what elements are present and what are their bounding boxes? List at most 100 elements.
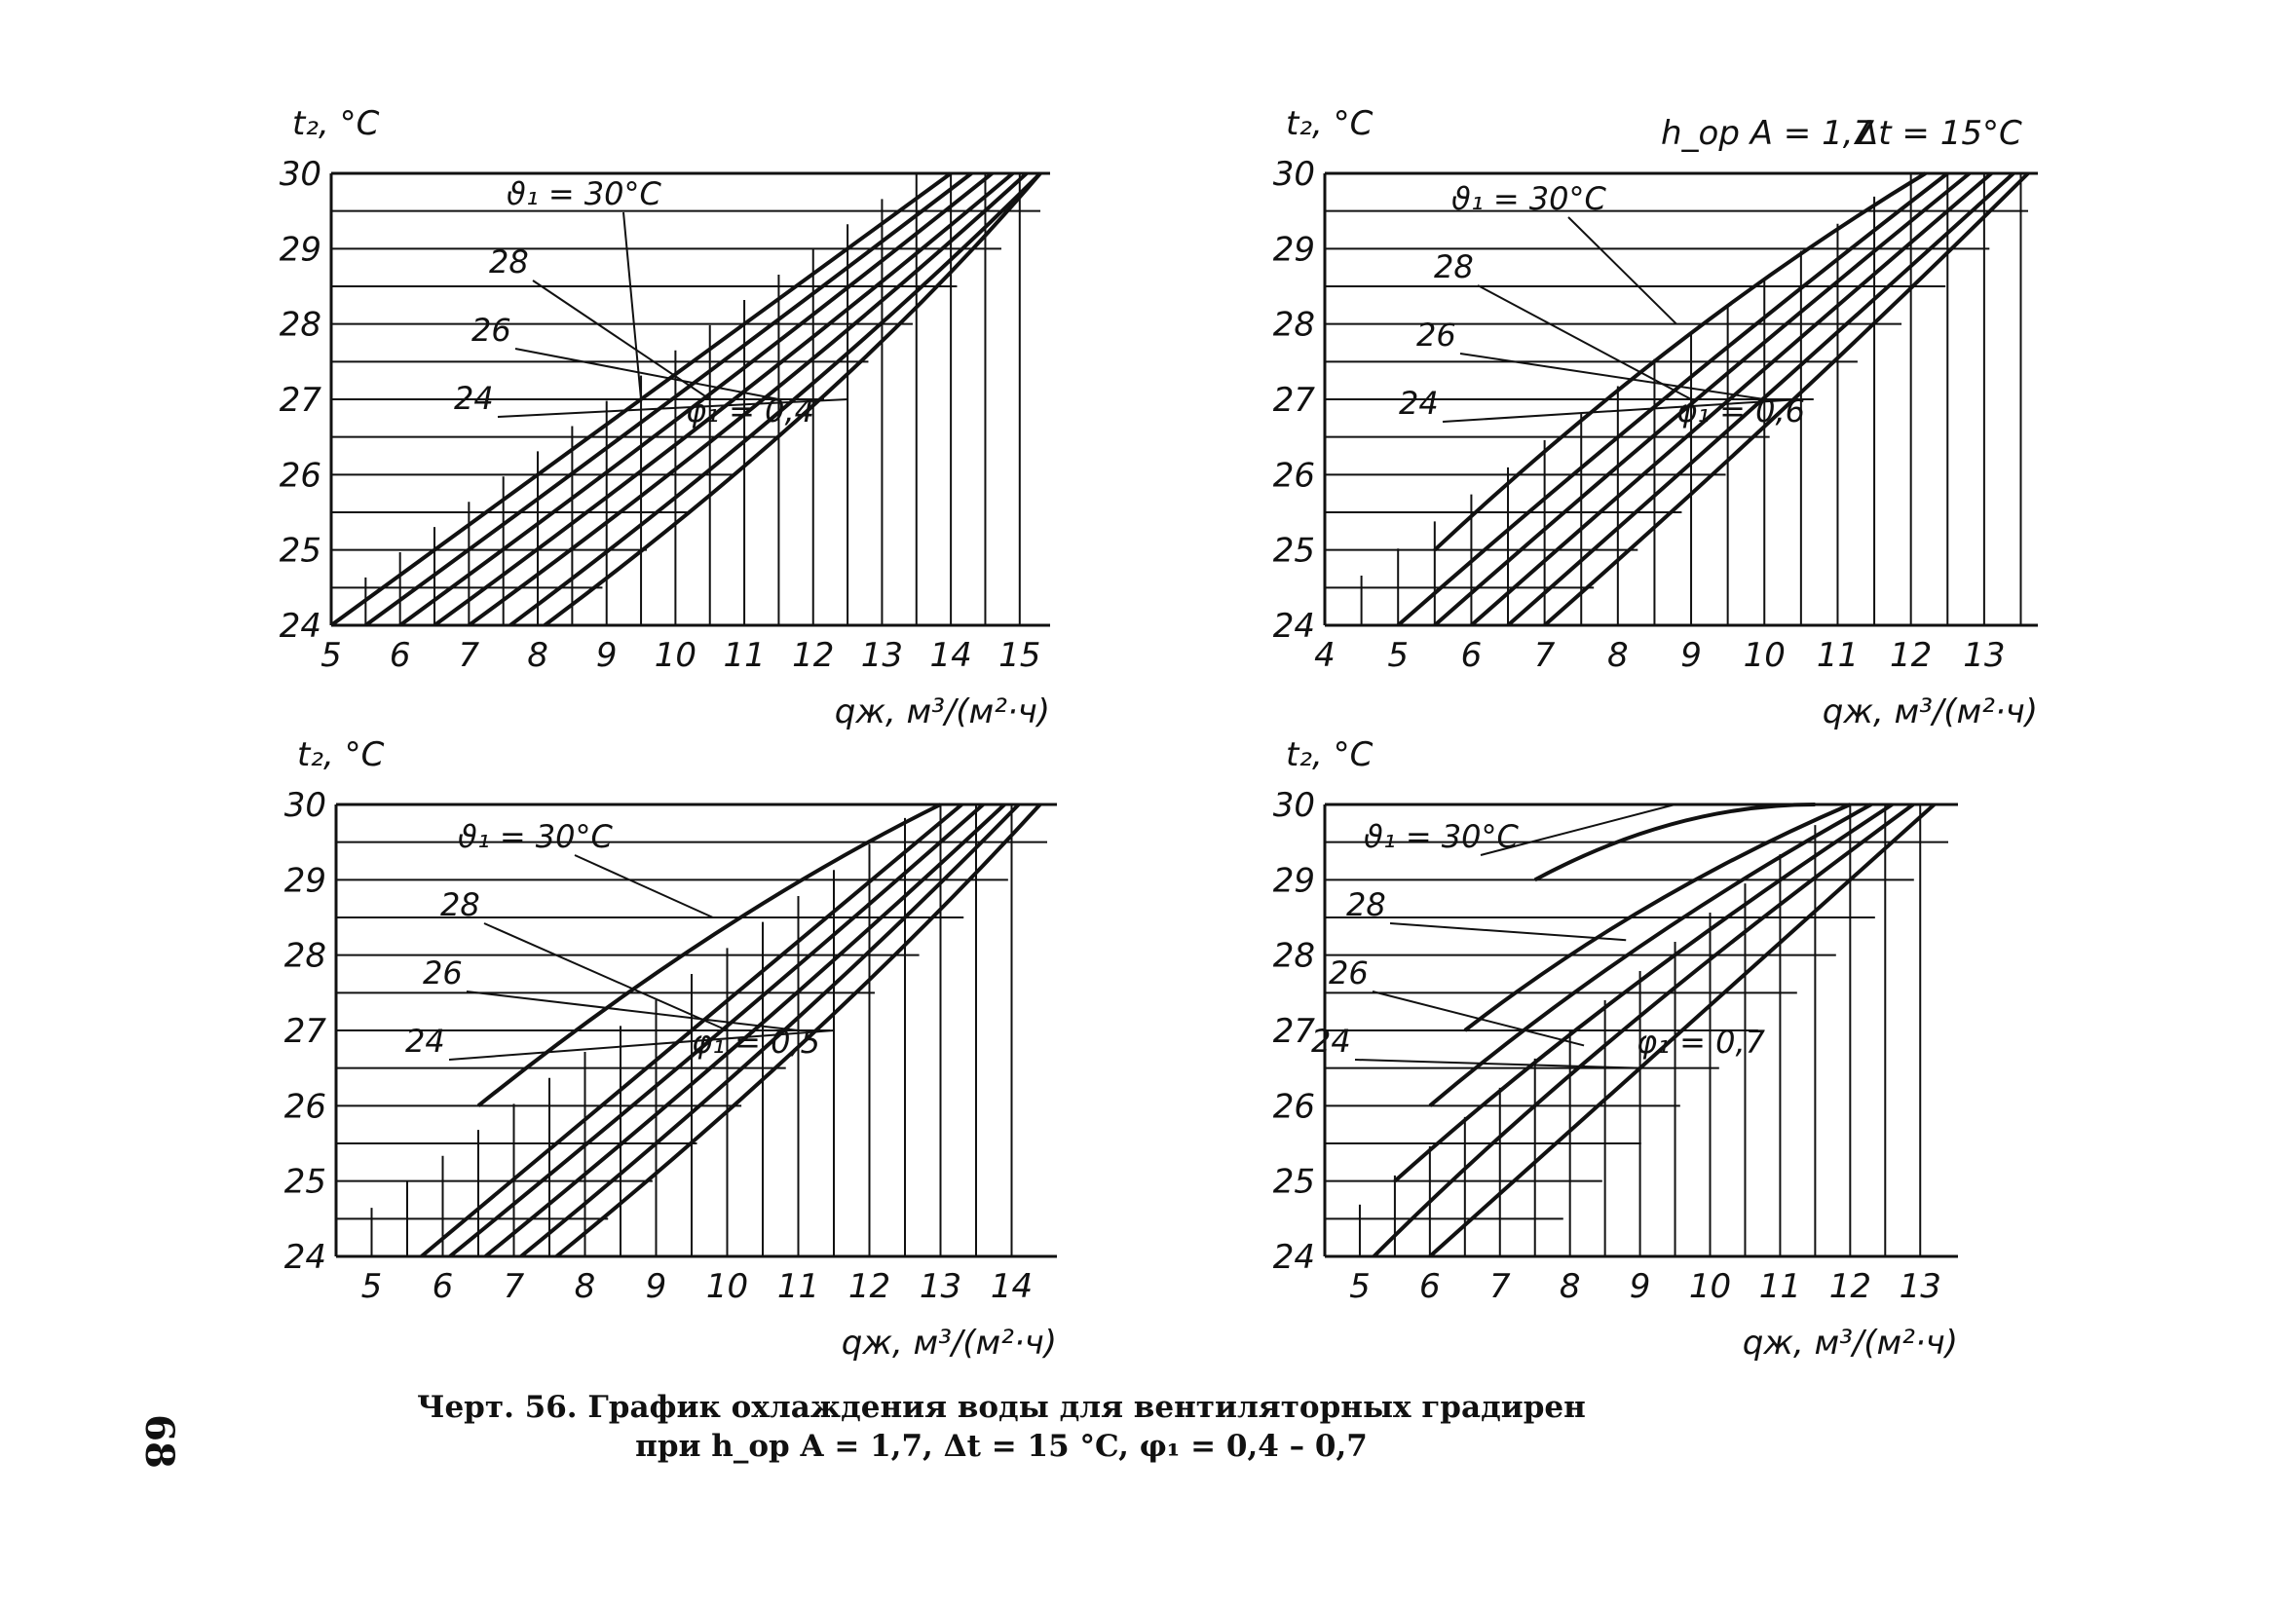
series-label: 28 [440, 886, 480, 923]
series-line [508, 171, 1042, 627]
series-group [420, 803, 1042, 1258]
x-axis-label: qж, м³/(м²·ч) [842, 1324, 1057, 1363]
series-label: 28 [1346, 886, 1386, 923]
y-tick-label: 30 [284, 786, 326, 825]
y-tick-label: 28 [1273, 937, 1315, 976]
series-label: 24 [454, 380, 494, 417]
y-tick-label: 29 [1273, 230, 1315, 269]
x-tick-label: 12 [1890, 636, 1932, 675]
y-tick-label: 24 [1273, 607, 1315, 646]
series-label: ϑ₁ = 30°C [1364, 818, 1520, 855]
series-leader-line [1354, 1059, 1640, 1069]
y-tick-label: 30 [1273, 786, 1315, 825]
series-line [476, 803, 942, 1107]
series-line [1533, 803, 1816, 882]
x-tick-label: 9 [1630, 1267, 1651, 1306]
x-tick-label: 8 [575, 1267, 596, 1306]
x-tick-label: 6 [390, 636, 411, 675]
series-line [555, 803, 1042, 1258]
page-number: 68 [136, 1414, 182, 1469]
x-tick-label: 5 [361, 1267, 383, 1306]
series-line [1433, 171, 1972, 627]
x-tick-label: 9 [1680, 636, 1702, 675]
axes [329, 171, 1050, 627]
series-label: 26 [471, 312, 511, 349]
caption-line-2: при h_op A = 1,7, Δt = 15 °C, φ₁ = 0,4 –… [635, 1429, 1368, 1464]
x-axis-label: qж, м³/(м²·ч) [835, 692, 1050, 731]
series-line [484, 803, 1006, 1258]
y-axis-label: t₂, °C [297, 735, 385, 774]
y-tick-label: 26 [284, 1087, 326, 1126]
series-leader-line [1389, 922, 1627, 942]
series-label: 24 [1399, 385, 1439, 422]
y-axis-label: t₂, °C [292, 104, 380, 143]
x-tick-label: 8 [1560, 1267, 1581, 1306]
y-tick-label: 27 [284, 1012, 327, 1051]
series-leader-line [1477, 284, 1692, 400]
series-label: ϑ₁ = 30°C [507, 175, 662, 212]
x-tick-label: 10 [655, 636, 696, 675]
x-tick-label: 8 [1607, 636, 1629, 675]
series-leader-line [1442, 398, 1801, 423]
series-line [1463, 803, 1852, 1032]
series-label: 26 [1416, 317, 1456, 354]
phi-label: φ₁ = 0,7 [1637, 1024, 1766, 1061]
series-line [433, 171, 1015, 627]
y-tick-label: 27 [1273, 1012, 1316, 1051]
series-line [1433, 171, 1927, 552]
x-tick-label: 12 [1829, 1267, 1871, 1306]
y-tick-label: 24 [280, 607, 321, 646]
x-tick-label: 7 [459, 636, 480, 675]
x-tick-label: 13 [920, 1267, 961, 1306]
y-tick-label: 28 [280, 306, 321, 345]
y-tick-label: 27 [1273, 381, 1316, 420]
y-tick-label: 30 [280, 155, 321, 194]
series-line [1396, 171, 1949, 627]
series-line [1393, 803, 1894, 1183]
series-label: 26 [423, 954, 463, 991]
chart-panel-1: 5 6 7 8 9 10 11 12 13 14 15 24 25 26 27 28 29 30 t₂, °C qж,… [280, 104, 1050, 731]
y-tick-label: 26 [1273, 1087, 1315, 1126]
series-line [1470, 171, 1993, 627]
series-line [519, 803, 1021, 1258]
series-line [468, 171, 1029, 627]
x-tick-label: 7 [1534, 636, 1556, 675]
series-leader-line [574, 854, 714, 918]
series-leader-line [1372, 991, 1585, 1047]
series-line [398, 171, 994, 627]
x-tick-label: 6 [433, 1267, 454, 1306]
series-line [1372, 803, 1915, 1258]
y-tick-label: 25 [1273, 1163, 1315, 1202]
x-tick-label: 14 [929, 636, 971, 675]
chart-panel-4: 5 6 7 8 9 10 11 12 13 24 25 26 27 28 29 30 t₂, °C qж, м³/… [1273, 735, 1958, 1363]
x-tick-label: 13 [861, 636, 903, 675]
axes [1323, 171, 2038, 627]
series-label: 28 [1434, 248, 1474, 285]
x-axis-label: qж, м³/(м²·ч) [1823, 692, 2038, 731]
y-tick-label: 29 [280, 230, 321, 269]
y-tick-label: 29 [284, 861, 326, 900]
x-tick-label: 14 [991, 1267, 1033, 1306]
x-tick-label: 11 [777, 1267, 819, 1306]
series-label: 24 [1311, 1023, 1351, 1060]
series-label: ϑ₁ = 30°C [458, 818, 614, 855]
charts-group: 5 6 7 8 9 10 11 12 13 14 15 24 25 26 27 28 29 30 t₂, °C qж,… [280, 104, 2038, 1363]
x-tick-label: 15 [998, 636, 1040, 675]
series-label: 28 [489, 243, 529, 280]
chart-panel-3: 5 6 7 8 9 10 11 12 13 14 24 25 26 27 28 29 30 t₂, °C qж, м… [284, 735, 1057, 1363]
series-line [420, 803, 963, 1258]
x-tick-label: 5 [1349, 1267, 1371, 1306]
series-line [448, 803, 985, 1258]
y-tick-label: 28 [1273, 306, 1315, 345]
x-tick-label: 6 [1461, 636, 1483, 675]
y-axis-label: t₂, °C [1286, 735, 1374, 774]
x-axis-label: qж, м³/(м²·ч) [1743, 1324, 1958, 1363]
series-leader-line [448, 1029, 835, 1061]
series-label: ϑ₁ = 30°C [1451, 180, 1607, 217]
series-leader-line [466, 991, 799, 1031]
series-leader-line [622, 211, 643, 400]
x-tick-label: 13 [1963, 636, 2005, 675]
x-tick-label: 10 [1689, 1267, 1731, 1306]
y-tick-label: 25 [1273, 532, 1315, 571]
